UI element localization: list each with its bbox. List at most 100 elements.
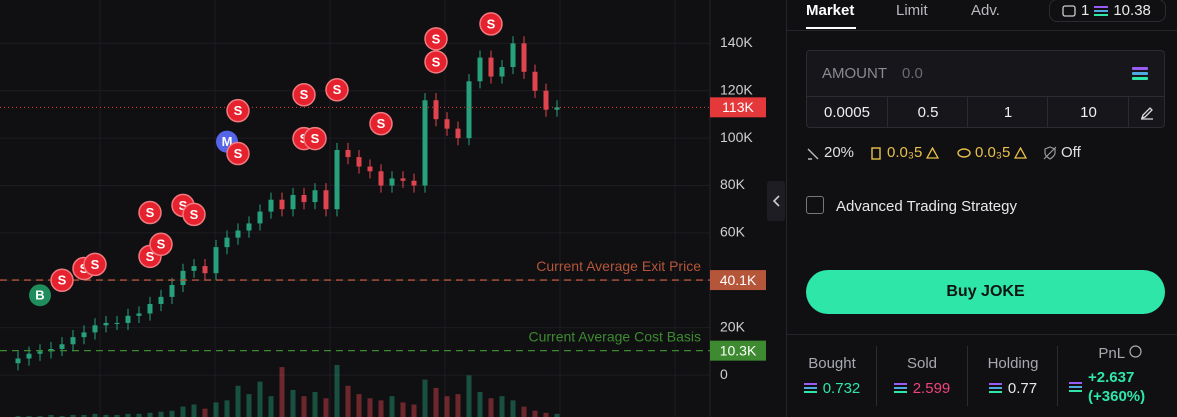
preset-button[interactable]: 0.5 bbox=[887, 96, 968, 128]
tab[interactable]: Limit bbox=[896, 2, 928, 19]
candle-body bbox=[290, 194, 296, 210]
wallet-count: 1 bbox=[1081, 2, 1090, 19]
bribe-fee[interactable]: 0.0₃5 bbox=[957, 144, 1028, 161]
price-chart: 020K40K60K80K100K120K140K160K113K40.1KCu… bbox=[0, 0, 785, 417]
price-tag-label: 40.1K bbox=[720, 272, 757, 288]
tab[interactable]: Market bbox=[806, 2, 855, 19]
candle-body bbox=[554, 107, 560, 110]
candle-body bbox=[235, 230, 241, 238]
setting-value: 0.0₃5 bbox=[975, 144, 1011, 161]
volume-bar bbox=[422, 379, 428, 417]
candle-body bbox=[466, 81, 472, 139]
edit-button[interactable] bbox=[1128, 96, 1165, 128]
stat-label: Sold bbox=[906, 355, 938, 372]
candle-body bbox=[136, 313, 142, 316]
trade-marker-label: S bbox=[432, 31, 441, 46]
mev-protect[interactable]: Off bbox=[1043, 144, 1081, 161]
stat: Sold 2.599 bbox=[877, 355, 967, 397]
trade-marker bbox=[226, 98, 250, 123]
edit-icon bbox=[1140, 106, 1153, 120]
trade-marker bbox=[50, 268, 74, 293]
candle-body bbox=[378, 171, 384, 186]
price-line-annotation: Current Average Cost Basis bbox=[529, 328, 702, 344]
currency-icon[interactable] bbox=[1129, 345, 1142, 358]
y-tick-label: 80K bbox=[720, 176, 746, 192]
trade-marker bbox=[182, 202, 206, 227]
volume-bar bbox=[411, 404, 417, 417]
warning-icon bbox=[1014, 146, 1028, 159]
volume-bar bbox=[400, 402, 406, 417]
stat: PnL +2.637 (+360%) bbox=[1065, 345, 1175, 406]
candle-body bbox=[400, 178, 406, 181]
y-tick-label: 100K bbox=[720, 129, 753, 145]
candle-body bbox=[180, 270, 186, 286]
trade-marker-label: S bbox=[377, 116, 386, 131]
amount-label: AMOUNT bbox=[822, 65, 887, 82]
trade-marker-label: S bbox=[234, 103, 243, 118]
volume-bar bbox=[356, 394, 362, 417]
amount-input[interactable]: 0.0 bbox=[902, 65, 923, 82]
divider bbox=[876, 346, 877, 406]
volume-bar bbox=[169, 410, 175, 417]
volume-bar bbox=[48, 414, 54, 417]
buy-button[interactable]: Buy JOKE bbox=[806, 270, 1165, 314]
candle-body bbox=[169, 285, 175, 297]
volume-bar bbox=[345, 385, 351, 417]
y-tick-label: 60K bbox=[720, 224, 746, 240]
stat-label: PnL bbox=[1065, 345, 1175, 362]
candle-body bbox=[433, 100, 439, 120]
trade-marker-label: S bbox=[91, 257, 100, 272]
candle-body bbox=[356, 157, 362, 167]
price-tag-label: 113K bbox=[722, 99, 754, 115]
sol-icon bbox=[803, 383, 817, 393]
volume-bar bbox=[444, 396, 450, 417]
candle-body bbox=[444, 119, 450, 129]
trade-marker-label: S bbox=[300, 87, 309, 102]
candle-body bbox=[422, 100, 428, 186]
wallet-icon bbox=[1062, 4, 1076, 17]
pnl-value: +2.637 bbox=[1088, 369, 1135, 386]
volume-bar bbox=[59, 415, 65, 417]
trade-marker-label: S bbox=[146, 205, 155, 220]
volume-bar bbox=[334, 365, 340, 417]
trade-marker-label: S bbox=[333, 82, 342, 97]
candle-body bbox=[411, 180, 417, 186]
price-tag bbox=[710, 340, 766, 361]
trade-marker-label: S bbox=[58, 273, 67, 288]
y-tick-label: 140K bbox=[720, 34, 753, 50]
pnl-change: (+360%) bbox=[1088, 388, 1146, 405]
collapse-button[interactable] bbox=[767, 181, 785, 221]
candle-body bbox=[15, 358, 21, 364]
trade-marker bbox=[424, 27, 448, 51]
candle-body bbox=[268, 199, 274, 212]
trade-marker bbox=[325, 78, 349, 102]
stat-value: 0.732 bbox=[822, 380, 861, 397]
volume-bar bbox=[213, 402, 219, 417]
trade-marker-label: S bbox=[190, 207, 199, 222]
volume-bar bbox=[510, 400, 516, 417]
preset-button[interactable]: 0.0005 bbox=[806, 96, 888, 128]
sol-icon bbox=[988, 383, 1002, 393]
volume-bar bbox=[158, 411, 164, 417]
preset-button[interactable]: 1 bbox=[967, 96, 1048, 128]
wallet-pill[interactable]: 1 10.38 bbox=[1049, 0, 1166, 22]
tab[interactable]: Adv. bbox=[971, 2, 1000, 19]
candle-body bbox=[257, 211, 263, 224]
preset-button[interactable]: 10 bbox=[1047, 96, 1129, 128]
slippage[interactable]: 20% bbox=[806, 144, 854, 161]
candle-body bbox=[312, 190, 318, 203]
candle-body bbox=[81, 332, 87, 338]
sol-icon bbox=[1132, 67, 1148, 80]
checkbox[interactable] bbox=[806, 196, 824, 214]
vertical-grid bbox=[99, 0, 676, 417]
wallet-balance: 10.38 bbox=[1113, 2, 1151, 19]
volume-bar bbox=[312, 392, 318, 417]
candle-body bbox=[246, 223, 252, 231]
trade-marker-label: S bbox=[311, 131, 320, 146]
volume-bar bbox=[224, 400, 230, 417]
trade-marker bbox=[303, 126, 327, 151]
trade-marker bbox=[369, 111, 393, 136]
sol-icon bbox=[1069, 381, 1082, 392]
priority-fee[interactable]: 0.0₃5 bbox=[871, 144, 940, 161]
volume-bar bbox=[455, 394, 461, 417]
